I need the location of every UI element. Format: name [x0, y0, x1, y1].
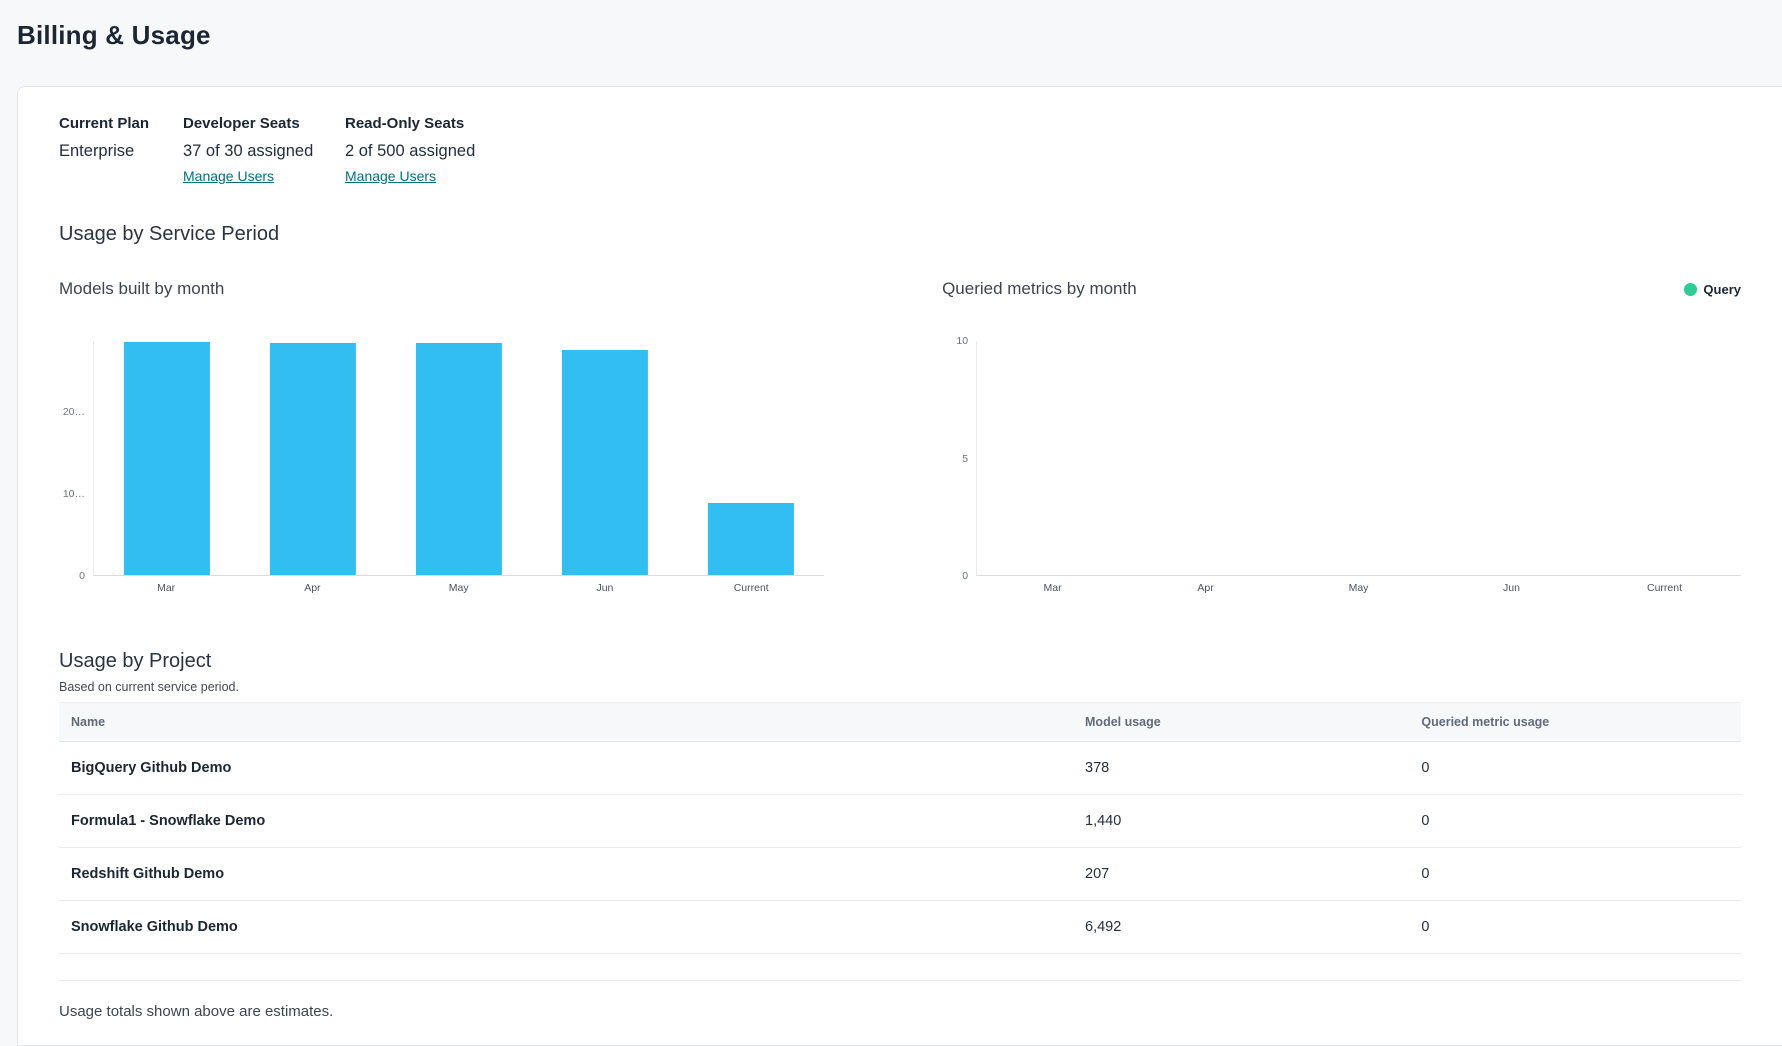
models-built-chart-title: Models built by month — [59, 279, 225, 298]
x-tick-label: Apr — [1197, 582, 1214, 594]
billing-card: Current Plan Enterprise Developer Seats … — [17, 86, 1782, 1046]
legend-dot-icon — [1684, 282, 1698, 296]
y-axis: 0 5 10 — [942, 335, 976, 582]
bar-slot — [386, 341, 532, 575]
usage-by-project-title: Usage by Project — [59, 650, 212, 672]
charts-row: Models built by month 0 10… 20… Mar Apr May J… — [59, 279, 1741, 594]
usage-table-header: Name Model usage Queried metric usage — [59, 702, 1741, 742]
model-usage-cell: 1,440 — [1085, 813, 1122, 829]
bar-slot — [678, 341, 824, 575]
x-axis-labels: Mar Apr May Jun Current — [976, 582, 1741, 594]
queried-metric-usage-cell: 0 — [1421, 813, 1430, 829]
queried-metric-usage-cell: 0 — [1421, 760, 1430, 776]
project-name-cell: Formula1 - Snowflake Demo — [71, 813, 266, 829]
header-name: Name — [71, 715, 106, 729]
table-row: Formula1 - Snowflake Demo 1,440 0 — [59, 795, 1741, 848]
y-tick-label: 5 — [962, 452, 969, 465]
table-row: Redshift Github Demo 207 0 — [59, 848, 1741, 901]
bar-slot — [1130, 341, 1283, 575]
usage-by-project-subtitle: Based on current service period. — [59, 680, 239, 694]
x-tick-label: Jun — [1503, 582, 1520, 594]
current-plan-label: Current Plan — [59, 115, 150, 132]
y-tick-label: 0 — [79, 570, 85, 582]
header-queried-metric-usage: Queried metric usage — [1421, 715, 1550, 729]
bar-slot — [532, 341, 678, 575]
manage-users-link-developer[interactable]: Manage Users — [183, 168, 275, 184]
bar-slot — [1435, 341, 1588, 575]
table-row: BigQuery Github Demo 378 0 — [59, 742, 1741, 795]
table-end-spacer — [59, 954, 1741, 981]
models-built-chart: Models built by month 0 10… 20… Mar Apr May J… — [59, 279, 825, 594]
models-built-plot-area: 0 10… 20… — [59, 341, 825, 582]
bar-slot — [977, 341, 1130, 575]
model-usage-cell: 6,492 — [1085, 919, 1122, 935]
page-header: Billing & Usage — [0, 0, 1782, 86]
project-name-cell: Redshift Github Demo — [71, 866, 225, 882]
queried-metric-usage-cell: 0 — [1421, 866, 1430, 882]
legend-label: Query — [1703, 281, 1741, 297]
bar-apr[interactable] — [270, 342, 357, 575]
y-tick-label: 0 — [962, 570, 969, 582]
plan-col-developer-seats: Developer Seats 37 of 30 assigned Manage… — [183, 115, 345, 186]
x-tick-label: Current — [1646, 582, 1682, 594]
x-tick-label: May — [448, 582, 469, 594]
bar-slot — [240, 341, 386, 575]
queried-metrics-plot-area: 0 5 10 — [942, 335, 1741, 582]
y-axis: 0 10… 20… — [59, 341, 93, 582]
x-tick-label: Current — [733, 582, 769, 594]
x-tick-label: Jun — [596, 582, 614, 594]
queried-metrics-chart: Queried metrics by month Query 0 5 10 Mar A… — [942, 279, 1741, 594]
y-tick-label: 10… — [62, 487, 85, 500]
readonly-seats-value: 2 of 500 assigned — [345, 142, 476, 160]
plan-col-current-plan: Current Plan Enterprise — [59, 115, 183, 186]
queried-metrics-chart-title: Queried metrics by month — [942, 279, 1137, 298]
developer-seats-value: 37 of 30 assigned — [183, 142, 314, 160]
model-usage-cell: 378 — [1085, 760, 1110, 776]
x-tick-label: May — [1348, 582, 1369, 594]
project-name-cell: Snowflake Github Demo — [71, 919, 238, 935]
table-row: Snowflake Github Demo 6,492 0 — [59, 901, 1741, 954]
bar-slot — [1283, 341, 1436, 575]
plot — [976, 341, 1741, 576]
usage-table: Name Model usage Queried metric usage Bi… — [59, 702, 1741, 981]
page-title: Billing & Usage — [17, 20, 211, 50]
header-model-usage: Model usage — [1085, 715, 1161, 729]
bar-slot — [1588, 341, 1741, 575]
plot — [93, 341, 825, 576]
developer-seats-label: Developer Seats — [183, 115, 300, 132]
queried-metric-usage-cell: 0 — [1421, 919, 1430, 935]
plan-info: Current Plan Enterprise Developer Seats … — [59, 115, 1741, 186]
manage-users-link-readonly[interactable]: Manage Users — [345, 168, 437, 184]
usage-table-body: BigQuery Github Demo 378 0 Formula1 - Snowf… — [59, 742, 1741, 954]
bar-current[interactable] — [708, 503, 795, 575]
bar-mar[interactable] — [123, 341, 211, 575]
usage-estimates-note: Usage totals shown above are estimates. — [59, 1003, 334, 1020]
plan-col-readonly-seats: Read-Only Seats 2 of 500 assigned Manage… — [345, 115, 475, 186]
readonly-seats-label: Read-Only Seats — [345, 115, 465, 132]
x-tick-label: Mar — [157, 582, 176, 594]
bar-jun[interactable] — [562, 350, 649, 575]
bar-may[interactable] — [416, 343, 503, 575]
x-tick-label: Mar — [1043, 582, 1062, 594]
current-plan-value: Enterprise — [59, 142, 135, 160]
query-legend: Query — [1684, 282, 1741, 297]
usage-by-service-period-title: Usage by Service Period — [59, 223, 280, 245]
model-usage-cell: 207 — [1085, 866, 1110, 882]
x-axis-labels: Mar Apr May Jun Current — [93, 582, 824, 594]
x-tick-label: Apr — [304, 582, 321, 594]
bar-slot — [94, 341, 240, 575]
y-tick-label: 20… — [62, 405, 85, 418]
project-name-cell: BigQuery Github Demo — [71, 760, 232, 776]
y-tick-label: 10 — [956, 335, 969, 347]
